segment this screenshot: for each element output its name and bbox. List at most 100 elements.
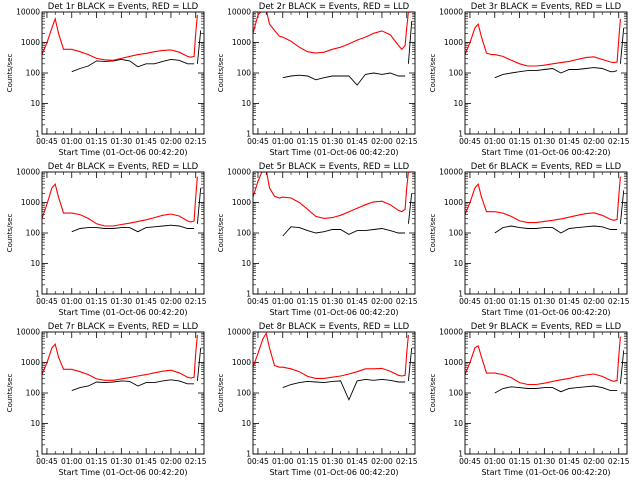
chart-panel-3: Det 3r BLACK = Events, RED = LLD Counts/s… — [429, 2, 630, 157]
events-series-line — [282, 347, 413, 401]
x-tick-label: 01:45 — [346, 457, 368, 466]
y-tick-label: 10000 — [439, 328, 463, 337]
chart-title: Det 1r BLACK = Events, RED = LLD — [48, 2, 199, 12]
chart-panel-9: Det 9r BLACK = Events, RED = LLD Counts/s… — [429, 322, 630, 477]
plot-frame — [252, 331, 416, 455]
y-tick-label: 1000 — [21, 358, 40, 367]
x-tick-label: 01:45 — [346, 137, 368, 146]
x-tick-label: 01:15 — [509, 457, 531, 466]
y-tick-label: 1000 — [444, 198, 463, 207]
events-series-line — [282, 193, 413, 237]
y-tick-label: 100 — [26, 69, 41, 78]
y-tick-label: 100 — [237, 69, 252, 78]
x-tick-label: 01:15 — [509, 137, 531, 146]
plot-frame — [41, 331, 205, 455]
x-tick-label: 02:00 — [583, 297, 605, 306]
lld-series-line — [42, 14, 198, 61]
chart-panel-8: Det 8r BLACK = Events, RED = LLD Counts/s… — [217, 322, 418, 477]
x-tick-label: 01:15 — [297, 297, 319, 306]
x-tick-label: 01:30 — [322, 297, 344, 306]
x-tick-label: 01:15 — [297, 137, 319, 146]
y-tick-label: 1000 — [232, 358, 251, 367]
chart-panel-5: Det 5r BLACK = Events, RED = LLD Counts/s… — [217, 162, 418, 317]
x-tick-label: 01:30 — [322, 137, 344, 146]
x-tick-label: 00:45 — [459, 137, 481, 146]
x-tick-label: 02:00 — [371, 457, 393, 466]
x-tick-label: 01:15 — [86, 297, 108, 306]
y-tick-label: 1000 — [232, 198, 251, 207]
x-tick-label: 01:45 — [558, 457, 580, 466]
x-tick-label: 02:15 — [608, 297, 630, 306]
x-tick-label: 01:00 — [61, 297, 83, 306]
y-tick-label: 10000 — [227, 168, 251, 177]
events-series-line — [282, 21, 413, 86]
x-tick-label: 01:00 — [272, 137, 294, 146]
x-tick-label: 01:00 — [484, 457, 506, 466]
x-tick-label: 01:30 — [534, 297, 556, 306]
y-axis-label: Counts/sec — [429, 374, 437, 413]
x-tick-label: 01:00 — [61, 457, 83, 466]
y-tick-label: 10000 — [16, 328, 40, 337]
x-axis-label: Start Time (01-Oct-06 00:42:20) — [269, 148, 398, 157]
x-axis-label: Start Time (01-Oct-06 00:42:20) — [481, 148, 610, 157]
events-series-line — [494, 350, 625, 394]
chart-title: Det 3r BLACK = Events, RED = LLD — [471, 2, 622, 12]
plot-frame — [464, 11, 628, 135]
y-tick-label: 10000 — [16, 168, 40, 177]
y-axis-label: Counts/sec — [6, 374, 14, 413]
x-tick-label: 02:00 — [160, 457, 182, 466]
x-tick-label: 01:45 — [558, 297, 580, 306]
y-tick-label: 100 — [26, 389, 41, 398]
chart-title: Det 4r BLACK = Events, RED = LLD — [48, 162, 199, 172]
y-tick-label: 1000 — [444, 38, 463, 47]
events-series-line — [494, 27, 625, 79]
x-tick-label: 01:00 — [272, 297, 294, 306]
x-tick-label: 00:45 — [36, 457, 58, 466]
chart-panel-2: Det 2r BLACK = Events, RED = LLD Counts/s… — [217, 2, 418, 157]
x-axis-label: Start Time (01-Oct-06 00:42:20) — [58, 148, 187, 157]
lld-series-line — [42, 176, 198, 227]
x-tick-label: 02:15 — [185, 297, 207, 306]
y-tick-label: 10 — [30, 419, 40, 428]
y-tick-label: 10000 — [16, 8, 40, 17]
lld-series-line — [465, 336, 621, 386]
plot-frame — [464, 171, 628, 295]
x-axis-label: Start Time (01-Oct-06 00:42:20) — [58, 308, 187, 317]
x-tick-label: 00:45 — [36, 137, 58, 146]
y-tick-label: 1 — [458, 290, 463, 299]
y-axis-label: Counts/sec — [217, 214, 225, 253]
x-tick-label: 01:30 — [111, 457, 133, 466]
x-tick-label: 02:00 — [371, 297, 393, 306]
y-axis-label: Counts/sec — [217, 374, 225, 413]
y-tick-label: 10000 — [439, 168, 463, 177]
plot-frame — [41, 171, 205, 295]
x-tick-label: 01:30 — [534, 457, 556, 466]
y-tick-label: 10000 — [439, 8, 463, 17]
x-tick-label: 02:00 — [160, 137, 182, 146]
x-tick-label: 02:15 — [396, 457, 418, 466]
chart-title: Det 2r BLACK = Events, RED = LLD — [259, 2, 410, 12]
lld-series-line — [253, 332, 409, 379]
events-series-line — [71, 187, 202, 233]
y-tick-label: 10 — [453, 259, 463, 268]
x-tick-label: 00:45 — [247, 297, 269, 306]
y-tick-label: 1 — [246, 450, 251, 459]
x-tick-label: 00:45 — [247, 137, 269, 146]
y-tick-label: 1000 — [21, 38, 40, 47]
y-tick-label: 1 — [35, 450, 40, 459]
y-tick-label: 100 — [237, 389, 252, 398]
x-tick-label: 01:30 — [534, 137, 556, 146]
y-tick-label: 100 — [449, 229, 464, 238]
x-tick-label: 01:15 — [86, 457, 108, 466]
y-tick-label: 1 — [246, 130, 251, 139]
x-tick-label: 01:00 — [272, 457, 294, 466]
x-tick-label: 01:45 — [135, 457, 157, 466]
x-tick-label: 02:15 — [396, 297, 418, 306]
x-tick-label: 01:00 — [61, 137, 83, 146]
lld-series-line — [42, 334, 198, 381]
x-axis-label: Start Time (01-Oct-06 00:42:20) — [58, 468, 187, 477]
chart-title: Det 5r BLACK = Events, RED = LLD — [259, 162, 410, 172]
x-tick-label: 01:00 — [484, 137, 506, 146]
chart-title: Det 9r BLACK = Events, RED = LLD — [471, 322, 622, 332]
chart-panel-4: Det 4r BLACK = Events, RED = LLD Counts/s… — [6, 162, 207, 317]
